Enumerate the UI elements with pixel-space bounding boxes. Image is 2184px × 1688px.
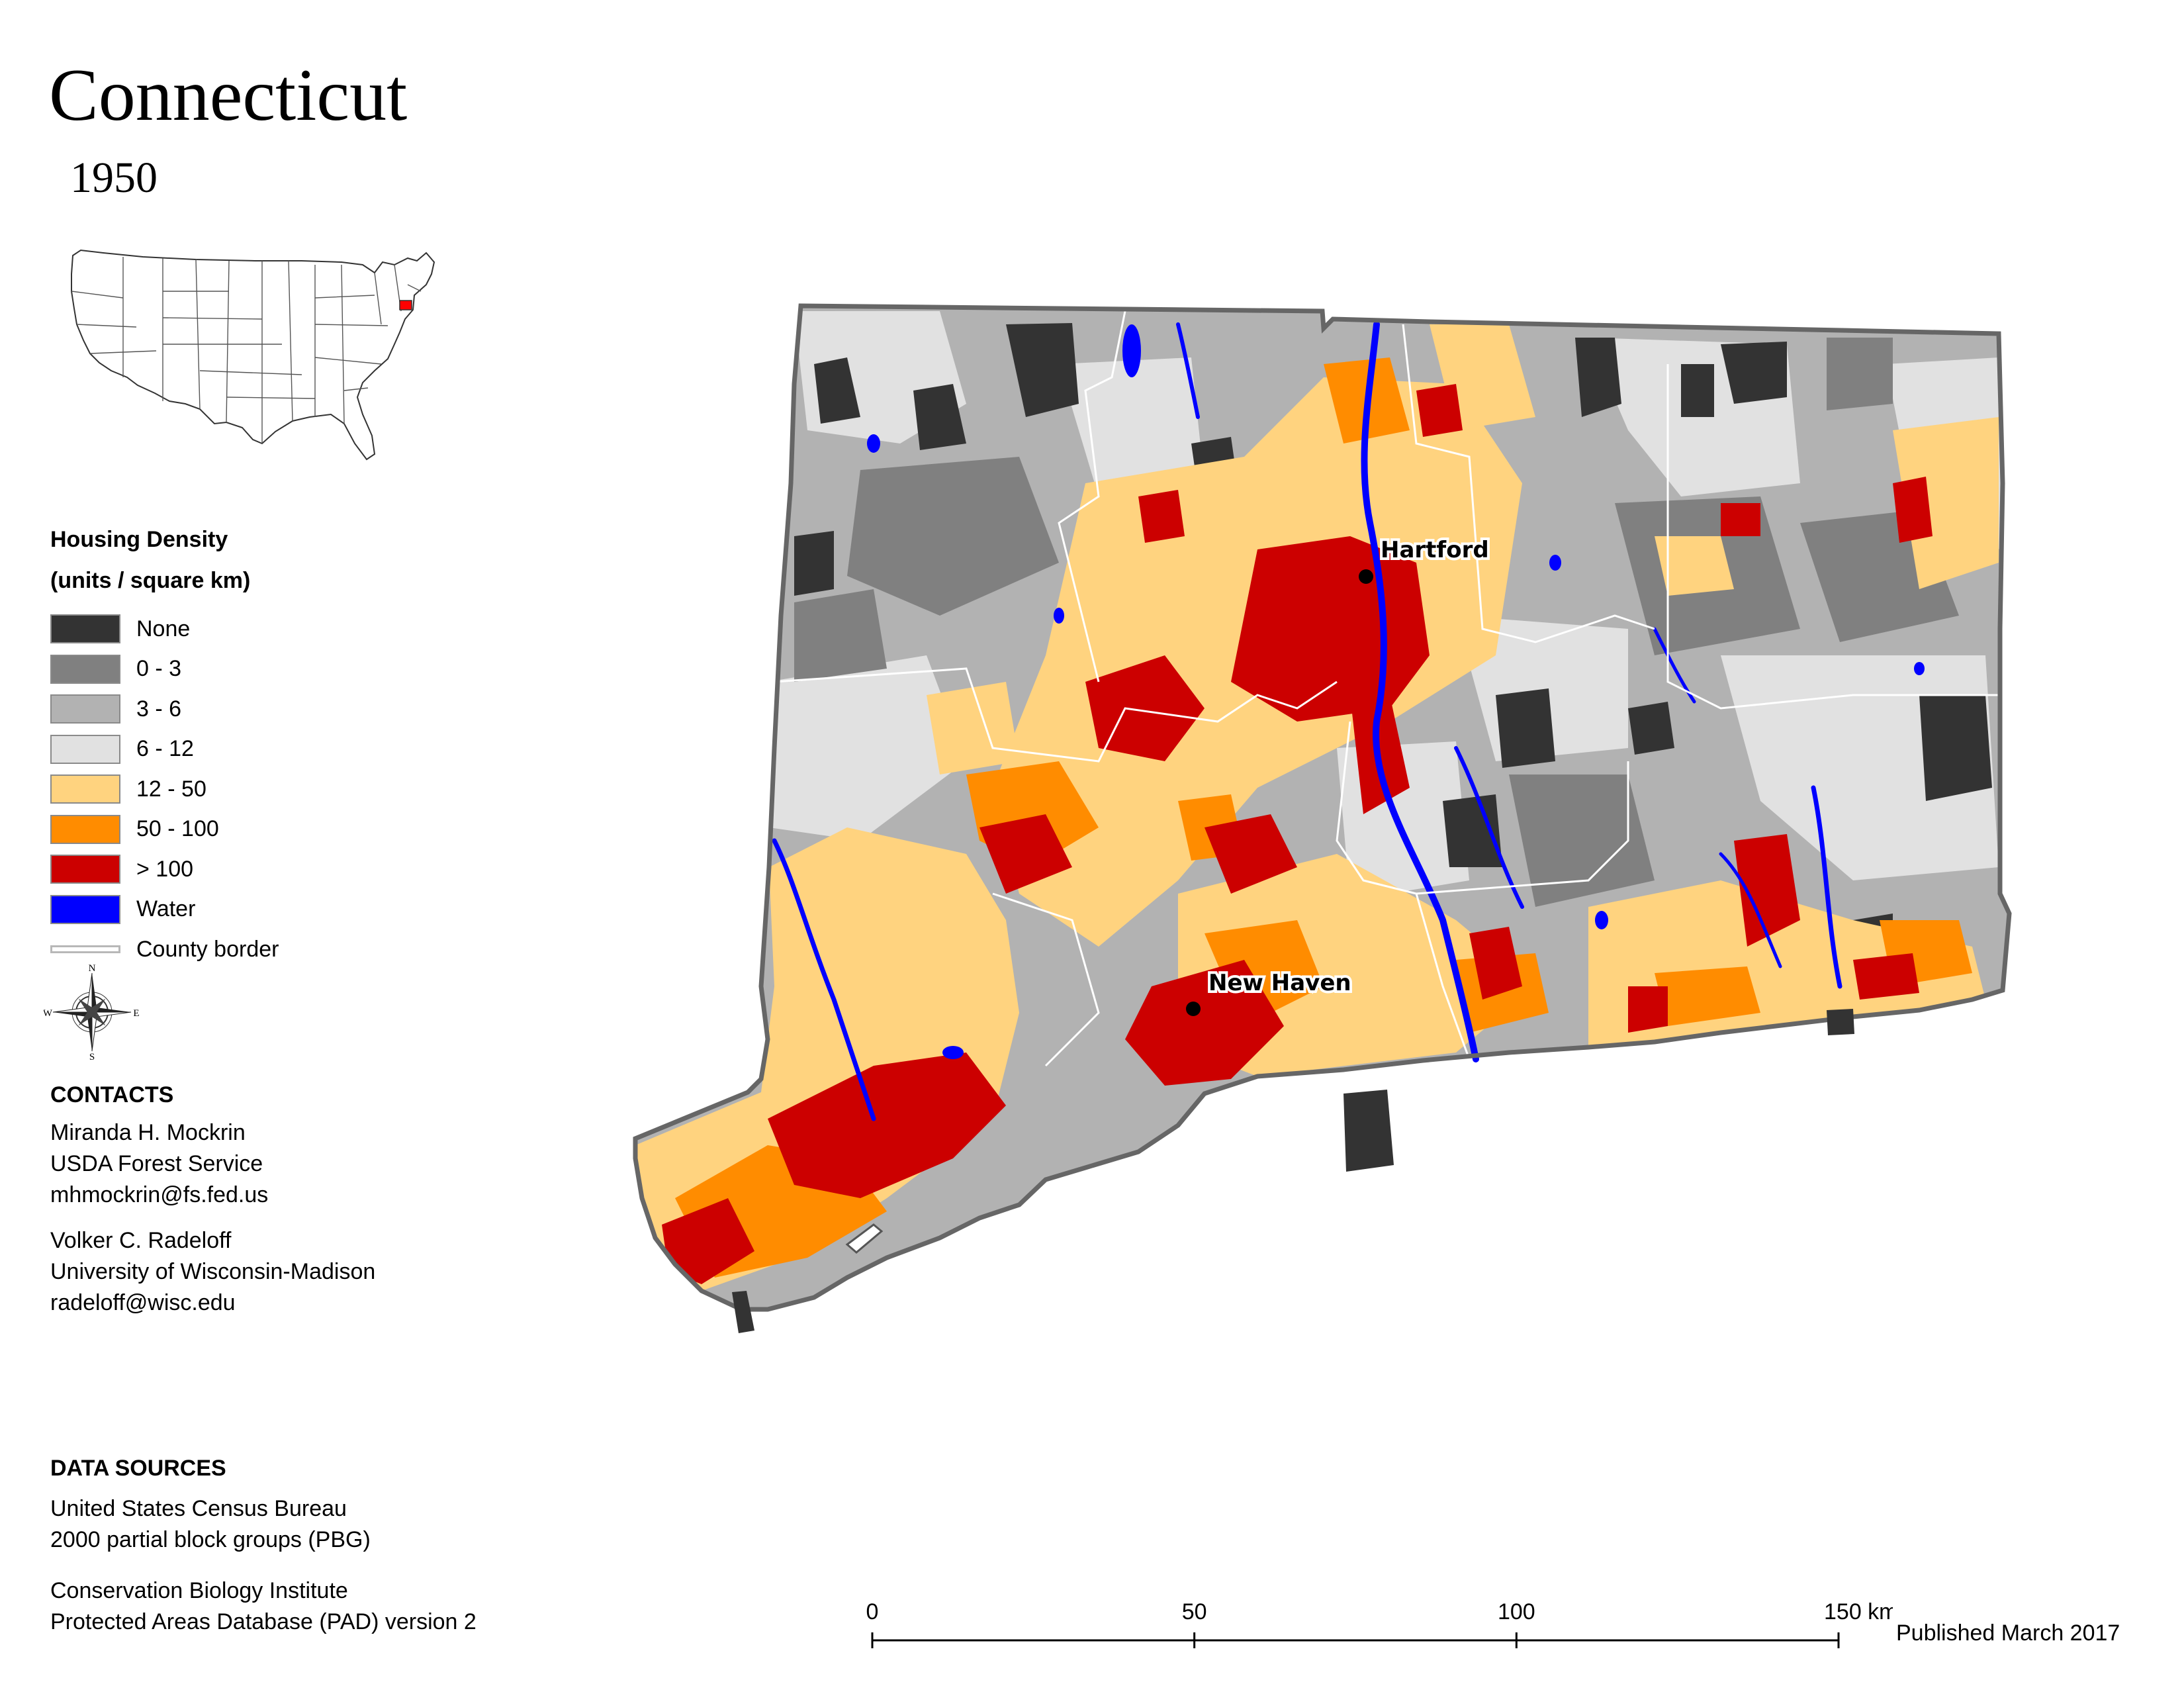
- legend-swatch: [50, 654, 120, 684]
- data-source: Conservation Biology Institute Protected…: [50, 1575, 712, 1638]
- contacts-section: CONTACTS Miranda H. Mockrin USDA Forest …: [50, 1076, 580, 1319]
- legend-swatch: [50, 694, 120, 724]
- legend-rows: None 0 - 3 3 - 6 6 - 12 12 - 50 50 - 100…: [50, 609, 447, 970]
- legend-label: 3 - 6: [136, 696, 182, 722]
- source-line: 2000 partial block groups (PBG): [50, 1527, 371, 1552]
- legend-item-county-border: County border: [50, 929, 447, 970]
- legend-label: 50 - 100: [136, 816, 219, 842]
- connecticut-highlight: [399, 300, 412, 310]
- contact-name: Miranda H. Mockrin: [50, 1120, 246, 1145]
- compass-s: S: [89, 1052, 95, 1060]
- data-sources-section: DATA SOURCES United States Census Bureau…: [50, 1450, 712, 1638]
- legend-swatch: [50, 774, 120, 804]
- contacts-heading: CONTACTS: [50, 1082, 174, 1107]
- offshore-island: [845, 1223, 884, 1254]
- legend-swatch: [50, 614, 120, 644]
- source-line: Conservation Biology Institute: [50, 1578, 348, 1603]
- water-features: [772, 321, 1843, 1121]
- us-locator-map: [71, 249, 435, 461]
- source-line: United States Census Bureau: [50, 1496, 347, 1521]
- compass-rose-icon: N S E W: [44, 964, 140, 1060]
- contact-org: USDA Forest Service: [50, 1151, 263, 1176]
- legend-item-0-3: 0 - 3: [50, 649, 447, 690]
- city-new-haven: New Haven: [1186, 967, 1354, 1016]
- source-line: Protected Areas Database (PAD) version 2: [50, 1609, 477, 1634]
- legend-label: None: [136, 616, 191, 641]
- legend-label: County border: [136, 936, 279, 962]
- data-source: United States Census Bureau 2000 partial…: [50, 1493, 712, 1556]
- offshore-island: [1827, 1009, 1854, 1035]
- scale-tick-label: 50: [1182, 1599, 1207, 1624]
- map-title: Connecticut: [49, 54, 408, 136]
- county-borders: [774, 310, 2003, 1067]
- legend-label: 12 - 50: [136, 776, 206, 802]
- legend-label: > 100: [136, 856, 194, 882]
- legend-item-3-6: 3 - 6: [50, 689, 447, 729]
- offshore-island: [1343, 1090, 1394, 1172]
- legend-swatch: [50, 734, 120, 764]
- data-sources-heading: DATA SOURCES: [50, 1456, 226, 1481]
- legend-title: Housing Density: [50, 527, 228, 552]
- density-patches: [635, 311, 2001, 1291]
- city-label-new-haven: New Haven: [1208, 970, 1351, 996]
- contact-person: Miranda H. Mockrin USDA Forest Service m…: [50, 1117, 580, 1211]
- contact-email[interactable]: radeloff@wisc.edu: [50, 1290, 236, 1315]
- legend-swatch: [50, 855, 120, 884]
- scale-tick-label: 0: [866, 1599, 879, 1624]
- offshore-island: [732, 1291, 754, 1333]
- legend-item-over-100: > 100: [50, 849, 447, 890]
- legend-item-50-100: 50 - 100: [50, 810, 447, 850]
- scale-tick-label: 150 km: [1824, 1599, 1893, 1624]
- lakes: [867, 324, 1925, 1059]
- city-label-hartford: Hartford: [1381, 537, 1489, 563]
- compass-w: W: [44, 1008, 53, 1019]
- contact-org: University of Wisconsin-Madison: [50, 1259, 376, 1284]
- state-borders: [71, 257, 422, 444]
- compass-n: N: [89, 964, 96, 974]
- scale-ticks: 0 50 100 150 km: [866, 1599, 1893, 1648]
- legend-swatch: [50, 894, 120, 924]
- city-hartford: Hartford: [1359, 534, 1492, 584]
- legend-label: Water: [136, 896, 196, 922]
- legend-item-6-12: 6 - 12: [50, 729, 447, 770]
- contact-name: Volker C. Radeloff: [50, 1228, 232, 1253]
- contact-email[interactable]: mhmockrin@fs.fed.us: [50, 1182, 269, 1207]
- legend-label: 6 - 12: [136, 736, 194, 762]
- legend-item-water: Water: [50, 890, 447, 930]
- legend-units: (units / square km): [50, 568, 251, 593]
- legend-item-12-50: 12 - 50: [50, 769, 447, 810]
- legend-label: 0 - 3: [136, 656, 182, 682]
- state-outline: [633, 303, 2012, 1312]
- contact-person: Volker C. Radeloff University of Wiscons…: [50, 1225, 580, 1319]
- compass-e: E: [133, 1008, 139, 1019]
- legend-swatch: [50, 814, 120, 844]
- legend-swatch-line: [50, 945, 120, 954]
- connecticut-housing-density-map: Hartford New Haven: [633, 303, 2012, 1333]
- us-outline: [71, 249, 435, 461]
- map-year: 1950: [70, 154, 158, 202]
- scale-bar: 0 50 100 150 km: [866, 1599, 1893, 1648]
- published-date: Published March 2017: [1896, 1620, 2120, 1646]
- scale-tick-label: 100: [1498, 1599, 1535, 1624]
- legend-item-none: None: [50, 609, 447, 649]
- legend: Housing Density (units / square km) None…: [50, 519, 447, 970]
